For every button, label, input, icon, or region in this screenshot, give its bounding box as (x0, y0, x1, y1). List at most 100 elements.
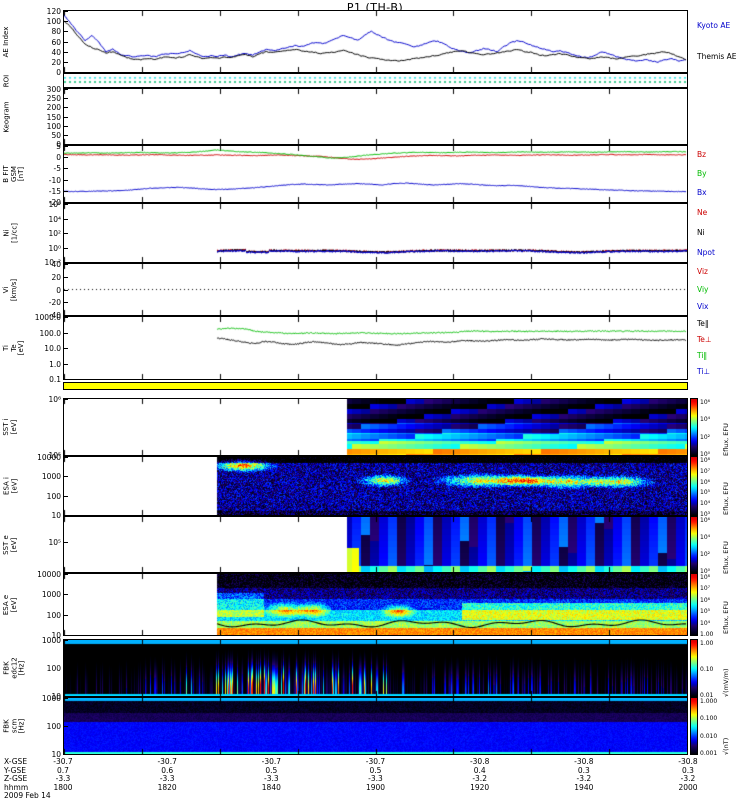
ytick-esa-i-3: 10 (51, 511, 61, 520)
ytick-esa-e-0: 10000 (37, 570, 61, 579)
panel-sst-i-canvas (64, 399, 687, 455)
legend-b-fit-2: Bx (697, 188, 707, 198)
axis-label-esa-e: ESA e [eV] (2, 594, 18, 615)
legend-ti-1: Te⊥ (697, 335, 712, 344)
colorbar-fbk-edc12 (690, 639, 698, 697)
ytick-fbk-scm-0: 1000 (41, 694, 61, 703)
ytickmark (63, 146, 68, 147)
ytick-fbk-scm-2: 10 (51, 750, 61, 759)
ytick-esa-e-1: 1000 (41, 590, 61, 600)
time-tick-1: 1820 (157, 782, 177, 792)
ytick-sst-i-0: 10⁶ (48, 395, 61, 404)
panel-esa-i-canvas (64, 457, 687, 515)
ytickmark (63, 134, 68, 136)
ytick-vi-2: 0 (56, 285, 61, 295)
ytickmark (63, 179, 68, 181)
ytick-vi-0: 40 (51, 260, 61, 269)
ytickmark (63, 31, 68, 33)
ytickmark (63, 457, 68, 458)
colorbar-esa-e (690, 573, 698, 636)
ytickmark (63, 614, 68, 616)
ytickmark (63, 476, 68, 478)
panel-sst-e-canvas (64, 517, 687, 572)
ytick-ti-2: 10.0 (44, 344, 61, 353)
time-tick-6: 2000 (678, 782, 698, 792)
colorbar-tick-esa-i-3: 10⁵ (700, 489, 711, 497)
ytick-b-fit-2: -5 (53, 164, 61, 174)
bottom-value-z-gse-2: -3.3 (264, 774, 279, 783)
ytickmark (63, 315, 68, 316)
ytickmark (63, 698, 68, 699)
time-tick-0: 1800 (53, 782, 73, 792)
bottom-value-z-gse-6: -3.2 (680, 774, 696, 783)
colorbar-sst-i (690, 398, 698, 456)
ytickmark (63, 168, 68, 170)
ytick-esa-i-0: 10000 (37, 453, 61, 462)
colorbar-tick-sst-e-3: 10⁰ (700, 568, 711, 575)
panel-ni-canvas (64, 204, 687, 262)
panel-keogram (63, 88, 688, 145)
bottom-value-x-gse-1: -30.7 (157, 757, 177, 766)
roi-interval-bar (63, 382, 688, 390)
ytick-keogram-3: 150 (46, 112, 61, 122)
bottom-value-z-gse-4: -3.2 (472, 774, 487, 783)
ytick-ae-index-4: 40 (51, 47, 61, 57)
ytickmark (63, 276, 68, 278)
panel-b-fit (63, 145, 688, 203)
time-tick-5: 1940 (574, 782, 594, 792)
ytickmark (63, 11, 68, 12)
colorbar-tick-esa-e-5: 1.00 (700, 631, 714, 638)
ytickmark (63, 125, 68, 127)
ytick-keogram-6: 0 (56, 140, 61, 149)
ytickmark (63, 635, 68, 636)
legend-ni-2: Npot (697, 248, 715, 257)
ytick-ni-2: 10² (48, 229, 61, 238)
panel-esa-e (63, 573, 688, 636)
colorbar-tick-fbk-edc12-2: 0.01 (700, 692, 714, 699)
colorbar-tick-esa-i-0: 10⁸ (700, 457, 711, 464)
ytick-fbk-edc12-1: 100 (46, 664, 61, 673)
colorbar-unit-sst-e: Eflux, EFU (722, 540, 730, 574)
ytick-ni-0: 10⁶ (48, 200, 61, 209)
ytickmark (63, 61, 68, 63)
panel-roi-canvas (64, 74, 687, 87)
time-tick-2: 1840 (261, 782, 281, 792)
colorbar-tick-sst-i-1: 10⁴ (700, 416, 711, 424)
panel-ae-index (63, 10, 688, 73)
panel-sst-i (63, 398, 688, 456)
bottom-value-x-gse-2: -30.7 (261, 757, 282, 766)
colorbar-tick-esa-i-4: 10⁴ (700, 500, 711, 508)
colorbar-tick-fbk-scm-3: 0.001 (700, 750, 718, 757)
ytick-b-fit-5: -20 (48, 198, 61, 207)
legend-ae-index-1: Themis AE (697, 52, 737, 62)
legend-b-fit-1: By (697, 169, 707, 178)
panel-b-fit-canvas (64, 146, 687, 202)
ytickmark (63, 317, 68, 318)
bottom-row-label-x-gse: X-GSE (4, 757, 28, 766)
ytickmark (63, 202, 68, 203)
ytick-ae-index-0: 120 (46, 7, 61, 16)
ytick-esa-i-2: 100 (46, 491, 61, 501)
bottom-value-z-gse-0: -3.3 (55, 774, 71, 783)
ytickmark (63, 754, 68, 755)
ytickmark (63, 144, 68, 145)
ytickmark (63, 72, 68, 73)
ytickmark (63, 233, 68, 234)
colorbar-tick-esa-e-4: 10⁴ (700, 619, 711, 627)
panel-roi (63, 73, 688, 88)
panel-ti (63, 316, 688, 380)
colorbar-tick-sst-e-2: 10² (700, 551, 711, 558)
colorbar-tick-esa-i-5: 10³ (700, 511, 711, 518)
ytickmark (63, 640, 68, 641)
colorbar-unit-esa-e: Eflux, EFU (722, 600, 730, 634)
ytick-esa-e-3: 10 (51, 631, 61, 640)
ytickmark (63, 515, 68, 516)
ytick-ae-index-6: 0 (56, 68, 61, 77)
ytick-keogram-1: 250 (46, 94, 61, 104)
panel-vi (63, 263, 688, 316)
ytick-ae-index-1: 100 (46, 17, 61, 27)
legend-ni-0: Ne (697, 208, 708, 217)
bottom-value-x-gse-0: -30.7 (53, 757, 73, 766)
time-tick-3: 1900 (365, 782, 386, 792)
